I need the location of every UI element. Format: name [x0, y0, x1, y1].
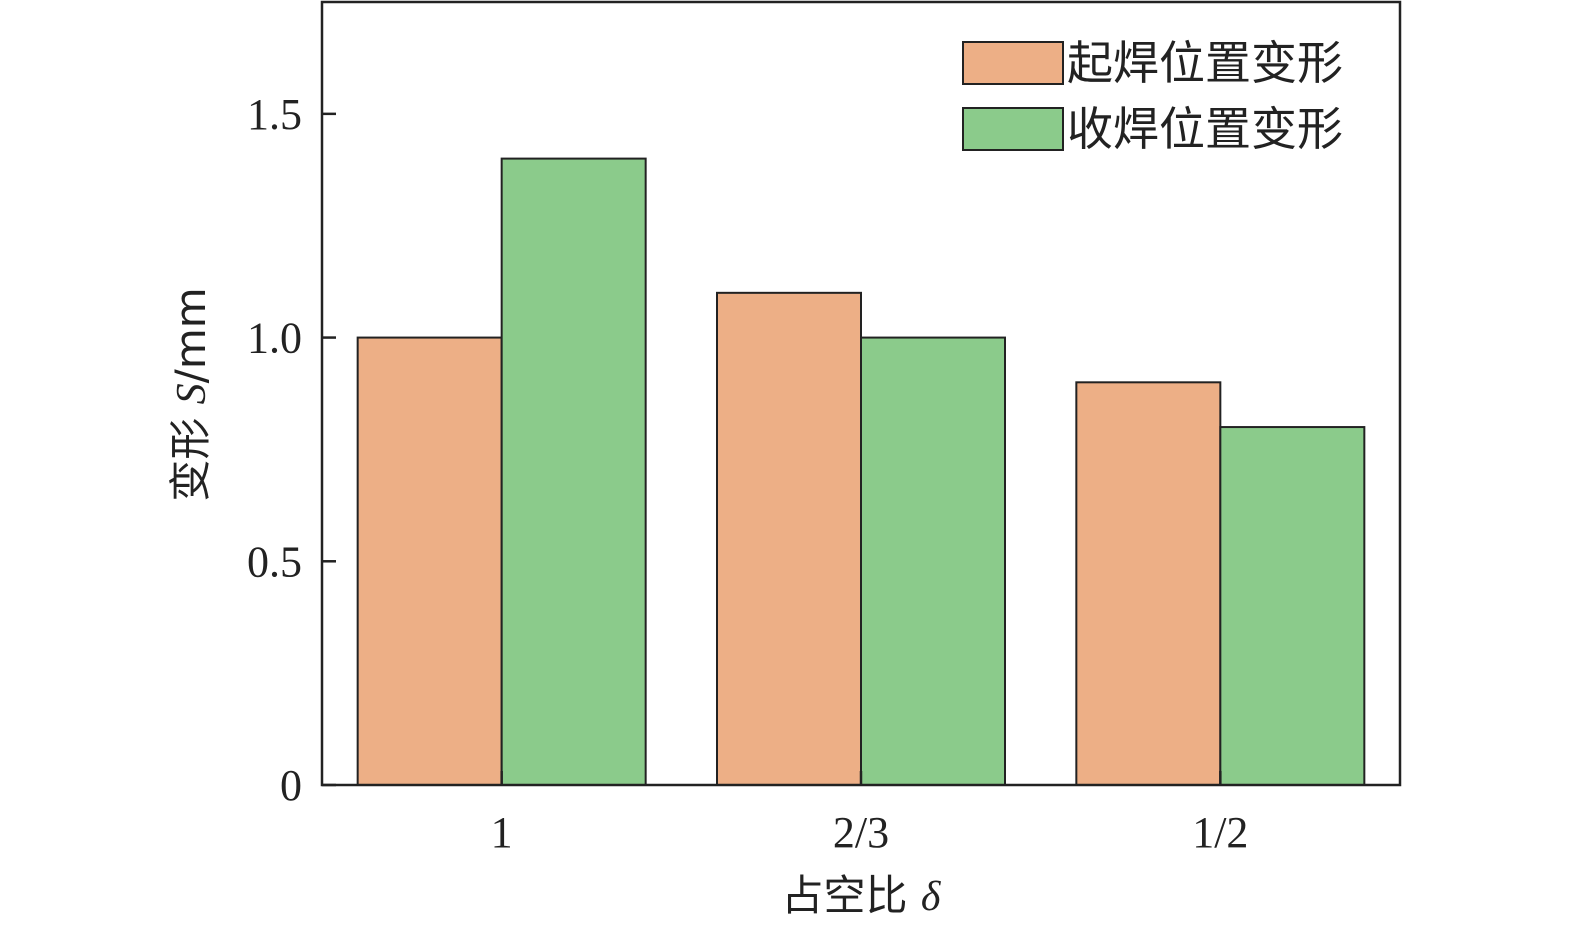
x-tick-label: 1/2: [1192, 808, 1248, 857]
x-axis-title-symbol: δ: [921, 874, 942, 920]
y-axis-title: 变形 S/mm: [166, 287, 215, 501]
x-tick-label: 1: [491, 808, 513, 857]
y-tick-label: 1.5: [247, 90, 302, 139]
legend-swatch: [962, 107, 1064, 151]
legend-label: 起焊位置变形: [1067, 36, 1343, 90]
bars-group: [356, 157, 1366, 787]
x-axis-title: 占空比 δ: [782, 871, 942, 920]
bar-start-1: [356, 336, 503, 786]
bar-end-2: [860, 336, 1006, 786]
x-axis-ticks: 1 2/3 1/2: [491, 771, 1248, 857]
x-axis-title-text: 占空比: [782, 871, 921, 920]
x-tick-label: 2/3: [833, 808, 889, 857]
legend-label: 收焊位置变形: [1067, 102, 1343, 156]
bar-start-2: [716, 291, 862, 786]
bar-start-3: [1075, 381, 1222, 786]
legend-swatch: [962, 41, 1064, 85]
y-axis-title-unit: /mm: [166, 287, 215, 383]
y-axis-title-text: 变形: [166, 404, 215, 501]
y-tick-label: 1.0: [247, 314, 302, 363]
y-axis-title-symbol: S: [169, 383, 215, 404]
y-tick-label: 0: [280, 761, 302, 810]
y-tick-label: 0.5: [247, 537, 302, 586]
bar-end-1: [500, 157, 647, 787]
y-axis-ticks: 0 0.5 1.0 1.5: [247, 90, 336, 810]
bar-end-3: [1219, 426, 1366, 786]
